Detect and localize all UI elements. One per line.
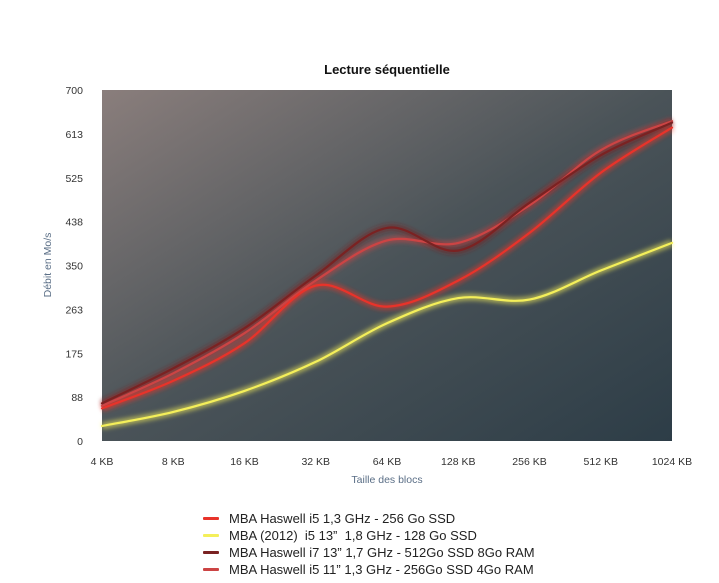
legend-label: MBA (2012) i5 13” 1,8 GHz - 128 Go SSD — [229, 528, 477, 543]
legend-item: MBA Haswell i7 13” 1,7 GHz - 512Go SSD 8… — [203, 544, 535, 561]
x-tick-label: 4 KB — [91, 456, 114, 468]
y-tick-label: 0 — [77, 436, 83, 448]
y-axis-label: Débit en Mo/s — [42, 233, 54, 298]
x-tick-label: 256 KB — [512, 456, 546, 468]
x-tick-label: 8 KB — [162, 456, 185, 468]
legend-item: MBA (2012) i5 13” 1,8 GHz - 128 Go SSD — [203, 527, 535, 544]
legend-swatch — [203, 568, 219, 571]
x-tick-label: 1024 KB — [652, 456, 692, 468]
series-line-2 — [100, 121, 674, 405]
y-tick-label: 175 — [65, 348, 83, 360]
x-tick-label: 64 KB — [373, 456, 402, 468]
legend-swatch — [203, 517, 219, 520]
series-line-0 — [100, 126, 674, 410]
y-tick-label: 350 — [65, 261, 83, 273]
legend-item: MBA Haswell i5 11” 1,3 GHz - 256Go SSD 4… — [203, 561, 535, 578]
legend-item: MBA Haswell i5 1,3 GHz - 256 Go SSD — [203, 510, 535, 527]
legend: MBA Haswell i5 1,3 GHz - 256 Go SSD MBA (… — [203, 510, 535, 578]
y-tick-label: 438 — [65, 217, 83, 229]
legend-label: MBA Haswell i7 13” 1,7 GHz - 512Go SSD 8… — [229, 545, 535, 560]
legend-label: MBA Haswell i5 1,3 GHz - 256 Go SSD — [229, 511, 456, 526]
legend-swatch — [203, 551, 219, 554]
y-tick-label: 613 — [65, 129, 83, 141]
legend-swatch — [203, 534, 219, 537]
y-tick-label: 525 — [65, 173, 83, 185]
y-tick-label: 263 — [65, 304, 83, 316]
x-tick-label: 512 KB — [584, 456, 618, 468]
plot-area — [102, 90, 672, 441]
x-tick-label: 32 KB — [301, 456, 330, 468]
legend-label: MBA Haswell i5 11” 1,3 GHz - 256Go SSD 4… — [229, 562, 534, 577]
series-line-1 — [100, 241, 674, 428]
y-tick-label: 700 — [65, 85, 83, 97]
x-tick-label: 128 KB — [441, 456, 475, 468]
chart-title: Lecture séquentielle — [324, 62, 450, 77]
x-tick-label: 16 KB — [230, 456, 259, 468]
y-tick-label: 88 — [71, 392, 83, 404]
x-axis-label: Taille des blocs — [351, 474, 422, 486]
series-line-3 — [100, 120, 674, 407]
